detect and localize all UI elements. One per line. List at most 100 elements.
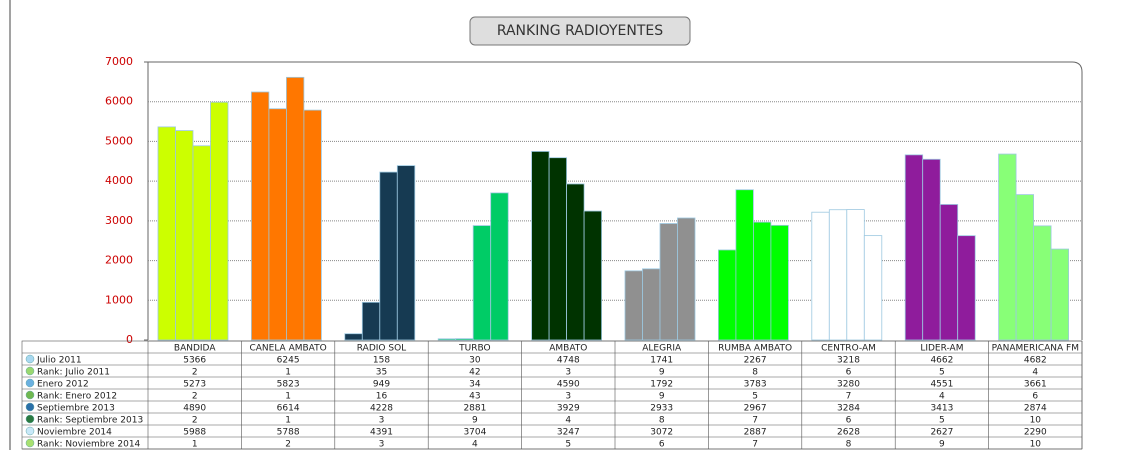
table-cell: 43 — [469, 392, 480, 402]
table-cell: 1 — [285, 416, 291, 426]
table-cell: 4391 — [370, 428, 393, 438]
table-cell: 3218 — [837, 356, 860, 366]
table-cell: 2 — [285, 440, 291, 450]
table-cell: 34 — [469, 380, 481, 390]
table-cell: 3 — [379, 416, 385, 426]
table-cell: 1 — [285, 392, 291, 402]
table-cell: 5 — [565, 440, 571, 450]
x-tick-label: AMBATO — [549, 344, 587, 354]
table-cell: 2887 — [744, 428, 767, 438]
bar — [828, 209, 848, 341]
bar — [192, 145, 211, 341]
legend-label: Septiembre 2013 — [37, 404, 115, 414]
bar — [677, 217, 696, 341]
table-cell: 3 — [565, 392, 571, 402]
legend-marker — [25, 366, 35, 376]
table-cell: 3704 — [463, 428, 486, 438]
bar — [250, 91, 270, 341]
y-tick-label: 3000 — [105, 214, 133, 227]
table-cell: 8 — [752, 368, 758, 378]
table-cell: 2 — [192, 392, 198, 402]
table-cell: 3072 — [650, 428, 673, 438]
x-tick-label: ALEGRIA — [642, 344, 682, 354]
legend-marker — [25, 390, 35, 400]
title-box — [469, 16, 691, 46]
table-cell: 10 — [1030, 416, 1042, 426]
bar — [642, 268, 661, 341]
bar — [1050, 248, 1069, 341]
bar — [583, 210, 602, 341]
bar — [1033, 225, 1052, 341]
legend-label: Enero 2012 — [37, 380, 89, 390]
bar — [624, 270, 643, 341]
x-tick-label: RADIO SOL — [357, 344, 406, 354]
table-cell: 9 — [659, 368, 665, 378]
bar — [753, 221, 772, 341]
table-cell: 30 — [469, 356, 481, 366]
y-tick-label: 5000 — [105, 134, 133, 147]
bar — [659, 223, 678, 341]
legend-marker — [25, 402, 35, 412]
table-cell: 42 — [469, 368, 480, 378]
bar — [735, 189, 754, 341]
bar — [157, 126, 176, 341]
table-cell: 3 — [565, 368, 571, 378]
table-cell: 6 — [846, 416, 852, 426]
table-cell: 5 — [939, 368, 945, 378]
plot-frame — [147, 61, 1083, 340]
bar — [548, 157, 567, 341]
table-cell: 4 — [472, 440, 478, 450]
table-cell: 1 — [192, 440, 198, 450]
bar — [361, 301, 381, 341]
table-cell: 2967 — [744, 404, 767, 414]
legend-label: Rank: Noviembre 2014 — [37, 440, 141, 450]
table-cell: 16 — [376, 392, 388, 402]
table-cell: 5988 — [183, 428, 206, 438]
table-cell: 2628 — [837, 428, 860, 438]
table-cell: 3247 — [557, 428, 580, 438]
table-cell: 6 — [1032, 392, 1038, 402]
x-tick-label: LIDER-AM — [920, 344, 963, 354]
x-tick-label: PANAMERICANA FM — [992, 344, 1079, 354]
table-cell: 6614 — [277, 404, 300, 414]
legend-marker — [25, 354, 35, 364]
table-cell: 8 — [846, 440, 852, 450]
table-cell: 3284 — [837, 404, 860, 414]
bar — [922, 158, 941, 341]
legend-marker — [25, 378, 35, 388]
bar — [379, 171, 398, 341]
table-cell: 2 — [192, 416, 198, 426]
table-cell: 9 — [939, 440, 945, 450]
bar — [846, 209, 865, 341]
table-cell: 9 — [472, 416, 478, 426]
table-cell: 6 — [846, 368, 852, 378]
legend-marker — [25, 438, 35, 448]
table-cell: 4 — [939, 392, 945, 402]
x-tick-label: CENTRO-AM — [821, 344, 876, 354]
table-cell: 7 — [846, 392, 852, 402]
table-cell: 4590 — [557, 380, 580, 390]
bar — [566, 183, 585, 341]
legend-label: Rank: Enero 2012 — [37, 392, 117, 402]
bar — [210, 101, 229, 341]
table-cell: 5273 — [183, 380, 206, 390]
table-cell: 1741 — [650, 356, 673, 366]
bar — [490, 192, 509, 341]
x-tick-label: BANDIDA — [174, 344, 216, 354]
table-cell: 4 — [1032, 368, 1038, 378]
bar — [904, 154, 924, 341]
table-cell: 3413 — [930, 404, 953, 414]
chart-title: RANKING RADIOYENTES — [497, 23, 663, 39]
table-cell: 2 — [192, 368, 198, 378]
table-cell: 3 — [379, 440, 385, 450]
bar — [437, 338, 457, 341]
table-cell: 5823 — [277, 380, 300, 390]
table-cell: 9 — [659, 392, 665, 402]
bar — [396, 165, 416, 341]
bar — [344, 333, 363, 341]
legend-label: Rank: Septiembre 2013 — [37, 416, 143, 426]
bar — [939, 204, 959, 341]
y-tick-label: 6000 — [105, 95, 133, 108]
table-cell: 7 — [752, 440, 758, 450]
